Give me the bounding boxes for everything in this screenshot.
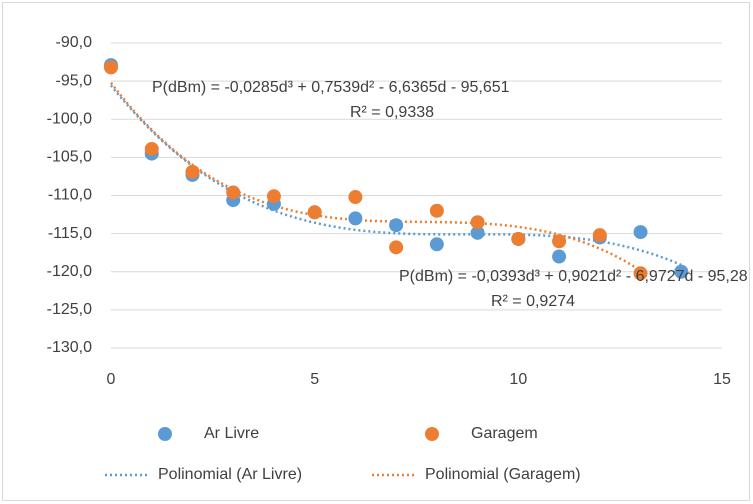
data-point bbox=[348, 211, 363, 226]
data-point bbox=[592, 228, 607, 243]
data-point bbox=[674, 264, 689, 279]
r-squared: R² = 0,9274 bbox=[491, 293, 575, 310]
y-tick-label: -100,0 bbox=[47, 110, 92, 127]
legend-label: Garagem bbox=[471, 425, 538, 442]
x-tick-label: 10 bbox=[509, 371, 527, 388]
trendline-equation: P(dBm) = -0,0393d³ + 0,9021d² - 6,9727d … bbox=[399, 268, 748, 285]
data-point bbox=[389, 240, 404, 255]
data-point bbox=[429, 237, 444, 252]
y-tick-label: -125,0 bbox=[47, 301, 92, 318]
legend-marker bbox=[425, 427, 439, 441]
data-point bbox=[104, 60, 118, 75]
y-tick-label: -105,0 bbox=[47, 149, 92, 166]
data-point bbox=[633, 225, 648, 240]
data-point bbox=[511, 231, 526, 246]
data-point bbox=[266, 189, 281, 204]
trendline-equation: P(dBm) = -0,0285d³ + 0,7539d² - 6,6365d … bbox=[152, 79, 510, 96]
y-tick-label: -115,0 bbox=[48, 225, 92, 242]
data-point bbox=[144, 141, 159, 156]
legend-label: Polinomial (Garagem) bbox=[425, 466, 581, 483]
data-point bbox=[348, 190, 363, 205]
data-point bbox=[552, 234, 567, 249]
x-tick-label: 5 bbox=[310, 371, 319, 388]
data-point bbox=[429, 203, 444, 218]
data-point bbox=[633, 266, 648, 281]
data-point bbox=[552, 249, 567, 264]
x-tick-label: 15 bbox=[713, 371, 731, 388]
legend-label: Ar Livre bbox=[204, 425, 259, 442]
trendline bbox=[110, 84, 682, 267]
y-tick-label: -90,0 bbox=[56, 34, 93, 51]
data-point bbox=[470, 225, 485, 240]
y-tick-label: -130,0 bbox=[47, 339, 92, 356]
data-point bbox=[226, 185, 241, 200]
data-point bbox=[307, 205, 322, 220]
data-point bbox=[389, 218, 404, 233]
y-tick-label: -120,0 bbox=[47, 263, 92, 280]
x-tick-label: 0 bbox=[107, 371, 116, 388]
data-point bbox=[185, 164, 200, 179]
data-point bbox=[470, 215, 485, 230]
legend-marker bbox=[158, 427, 172, 441]
trendline bbox=[110, 82, 642, 272]
y-tick-label: -110,0 bbox=[48, 187, 92, 204]
legend-label: Polinomial (Ar Livre) bbox=[158, 466, 302, 483]
y-tick-label: -95,0 bbox=[56, 72, 93, 89]
r-squared: R² = 0,9338 bbox=[350, 104, 434, 121]
